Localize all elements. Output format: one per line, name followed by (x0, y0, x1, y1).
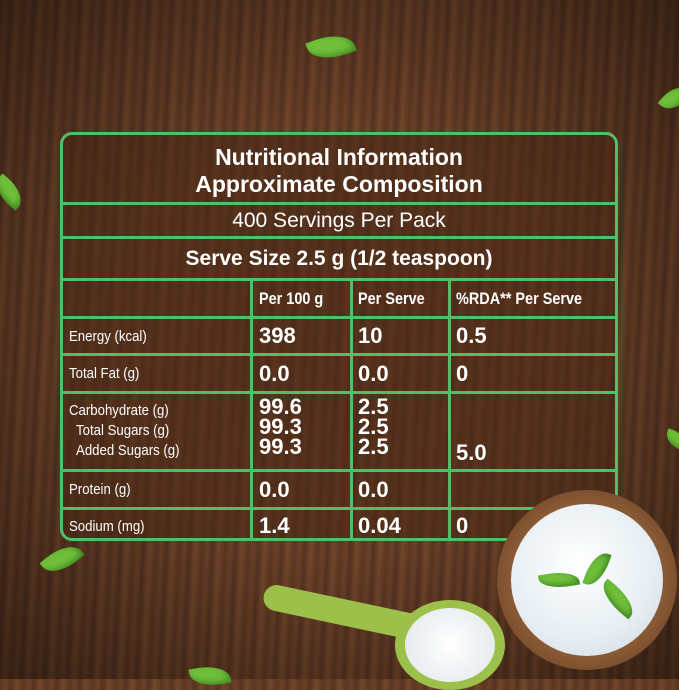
row-label-total-sugars: Total Sugars (g) (76, 422, 170, 439)
row-label-energy: Energy (kcal) (69, 327, 147, 345)
energy-rda: 0.5 (456, 323, 487, 348)
added-sugars-rda: 5.0 (456, 440, 487, 465)
col-header-per-100g: Per 100 g (259, 289, 324, 308)
sugar-spoon-image (395, 600, 505, 690)
title-line-2: Approximate Composition (195, 171, 483, 197)
fat-perserve: 0.0 (358, 360, 389, 386)
carbohydrate-per100: 99.6 (259, 394, 302, 419)
col-header-rda: %RDA** Per Serve (456, 289, 583, 308)
sodium-per100: 1.4 (259, 513, 290, 538)
carb-labels: Carbohydrate (g) Total Sugars (g) Added … (69, 401, 180, 461)
total-sugars-perserve: 2.5 (358, 414, 389, 439)
energy-perserve: 10 (358, 323, 383, 348)
row-label-protein: Protein (g) (69, 481, 131, 498)
nutrition-table: Nutritional Information Approximate Comp… (60, 132, 618, 541)
row-label-carbohydrate: Carbohydrate (g) (69, 402, 169, 419)
carb-per100: 99.6 99.3 99.3 (259, 394, 302, 459)
energy-per100: 398 (259, 323, 296, 348)
title-line-1: Nutritional Information (215, 144, 463, 170)
carbohydrate-perserve: 2.5 (358, 394, 389, 419)
servings-per-pack: 400 Servings Per Pack (232, 209, 446, 232)
fat-per100: 0.0 (259, 360, 290, 386)
sodium-rda: 0 (456, 513, 469, 538)
protein-perserve: 0.0 (358, 476, 389, 502)
added-sugars-perserve: 2.5 (358, 434, 389, 459)
protein-per100: 0.0 (259, 476, 290, 502)
added-sugars-per100: 99.3 (259, 434, 302, 459)
total-sugars-per100: 99.3 (259, 414, 302, 439)
row-label-added-sugars: Added Sugars (g) (76, 442, 180, 459)
serve-size: Serve Size 2.5 g (1/2 teaspoon) (185, 247, 493, 270)
table-title: Nutritional Information Approximate Comp… (63, 139, 615, 203)
row-label-fat: Total Fat (g) (69, 365, 140, 382)
carb-perserve: 2.5 2.5 2.5 (358, 394, 389, 459)
col-header-per-serve: Per Serve (358, 289, 425, 308)
fat-rda: 0 (456, 360, 469, 386)
sodium-perserve: 0.04 (358, 513, 401, 538)
sugar-bowl-image (497, 490, 677, 670)
row-label-sodium: Sodium (mg) (69, 517, 145, 535)
